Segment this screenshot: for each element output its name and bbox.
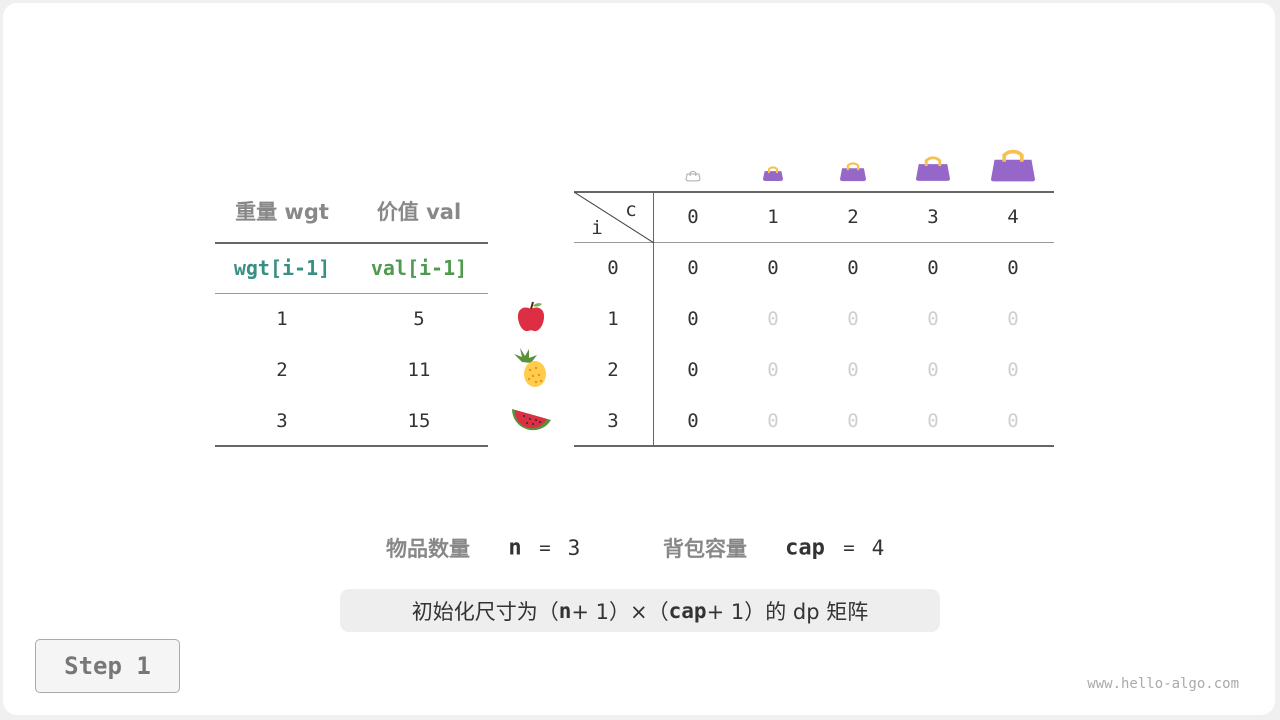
row-label: 0	[607, 257, 619, 279]
dp-cell: 0	[767, 257, 779, 279]
pineapple-icon	[514, 348, 546, 387]
dp-cell: 0	[1007, 359, 1019, 381]
dp-cell: 0	[927, 359, 939, 381]
wgt-header: 重量 wgt	[235, 200, 329, 224]
dp-vertical-divider	[653, 192, 654, 446]
row-label: 1	[607, 308, 619, 330]
dp-cell: 0	[847, 410, 859, 432]
summary-n: n	[558, 598, 572, 623]
dp-cell: 0	[767, 308, 779, 330]
dp-top-border	[574, 191, 1054, 193]
val-cell: 11	[407, 359, 431, 381]
corner-col-label: c	[625, 199, 637, 221]
dp-bottom-border	[574, 445, 1054, 447]
n-value: 3	[567, 536, 581, 560]
summary-cap: cap	[668, 598, 707, 623]
watermark: www.hello-algo.com	[1087, 676, 1239, 692]
cap-var: cap	[785, 535, 825, 561]
col-label: 3	[927, 206, 939, 228]
summary-mid: + 1）×（	[571, 599, 669, 624]
corner-diagonal	[574, 192, 654, 243]
cap-eq: =	[843, 537, 855, 559]
bag-icon-empty	[685, 170, 701, 182]
bag-icon	[763, 166, 783, 181]
dp-cell: 0	[847, 257, 859, 279]
dp-cell: 0	[1007, 410, 1019, 432]
dp-cell: 0	[767, 359, 779, 381]
apple-icon	[517, 301, 545, 332]
corner-row-label: i	[591, 217, 603, 239]
bag-icon	[916, 156, 950, 181]
wgt-cell: 1	[276, 308, 288, 330]
cap-label: 背包容量	[663, 537, 747, 561]
col-label: 2	[847, 206, 859, 228]
summary-suffix: + 1）的 dp 矩阵	[706, 599, 869, 624]
dp-cell: 0	[1007, 257, 1019, 279]
wgt-subheader: wgt[i-1]	[233, 256, 331, 280]
bag-icon	[840, 162, 866, 181]
wgt-cell: 3	[276, 410, 288, 432]
dp-header-divider	[574, 242, 1054, 243]
val-cell: 15	[407, 410, 431, 432]
dp-cell: 0	[927, 308, 939, 330]
watermelon-icon	[511, 409, 551, 431]
dp-cell: 0	[687, 359, 699, 381]
bag-icon	[991, 149, 1035, 181]
summary-caption: 初始化尺寸为（ n + 1）×（ cap + 1）的 dp 矩阵	[340, 589, 940, 632]
divider	[215, 445, 488, 447]
dp-cell: 0	[927, 410, 939, 432]
cap-value: 4	[871, 536, 885, 560]
dp-cell: 0	[687, 257, 699, 279]
col-label: 0	[687, 206, 699, 228]
dp-cell: 0	[927, 257, 939, 279]
dp-cell: 0	[1007, 308, 1019, 330]
val-subheader: val[i-1]	[370, 256, 468, 280]
dp-cell: 0	[687, 308, 699, 330]
row-label: 2	[607, 359, 619, 381]
col-label: 1	[767, 206, 779, 228]
dp-cell: 0	[767, 410, 779, 432]
n-label: 物品数量	[386, 537, 470, 561]
divider	[215, 293, 488, 294]
wgt-cell: 2	[276, 359, 288, 381]
summary-prefix: 初始化尺寸为（	[411, 599, 559, 624]
n-var: n	[508, 535, 522, 561]
step-button[interactable]: Step 1	[35, 639, 180, 693]
dp-cell: 0	[847, 308, 859, 330]
dp-cell: 0	[847, 359, 859, 381]
n-eq: =	[539, 537, 551, 559]
row-label: 3	[607, 410, 619, 432]
val-cell: 5	[413, 308, 425, 330]
col-label: 4	[1007, 206, 1019, 228]
divider	[215, 242, 488, 244]
val-header: 价值 val	[376, 200, 462, 224]
dp-cell: 0	[687, 410, 699, 432]
